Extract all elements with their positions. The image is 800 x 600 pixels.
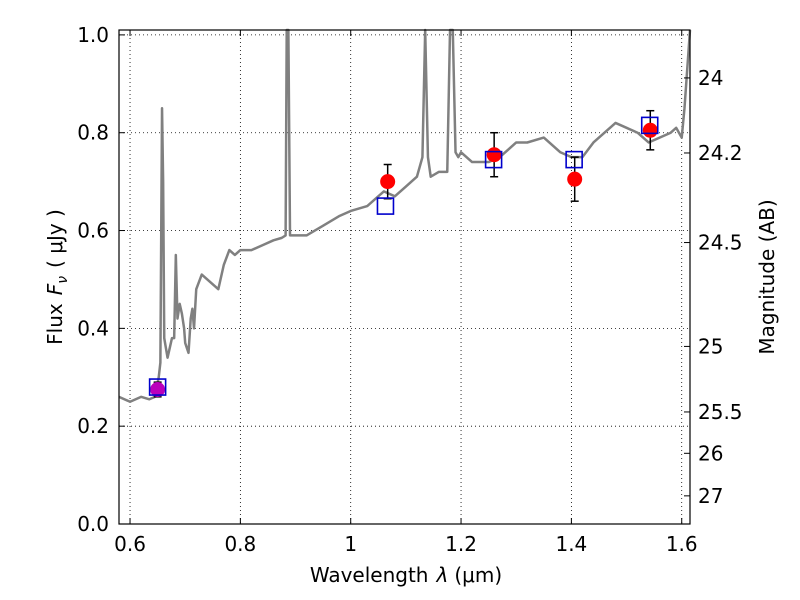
model-spectrum-line: [118, 28, 692, 403]
x-tick-label: 1.2: [445, 532, 477, 556]
x-axis-label: Wavelength λ (μm): [310, 563, 502, 587]
magnitude-tick-label: 25.5: [698, 400, 743, 424]
magnitude-axis-label: Magnitude (AB): [755, 199, 779, 354]
magnitude-tick-label: 25: [698, 334, 723, 358]
y-tick-label: 0.6: [77, 219, 109, 243]
magnitude-tick-label: 24.5: [698, 231, 743, 255]
y-tick-label: 0.4: [77, 316, 109, 340]
observed-flux-point: [567, 171, 583, 187]
y-axis-symbol: F: [43, 283, 67, 295]
observed-flux-point: [380, 174, 396, 190]
magnitude-tick-label: 27: [698, 484, 723, 508]
plot-frame: [118, 29, 691, 525]
data-points-layer: [148, 109, 659, 398]
y-axis-label-text: Flux: [43, 303, 67, 345]
model-flux-square: [484, 150, 503, 169]
y-tick-label: 1.0: [77, 23, 109, 47]
x-axis-symbol: λ: [436, 563, 449, 587]
x-tick-label: 1.4: [555, 532, 587, 556]
observed-flux-point: [642, 122, 658, 138]
model-flux-square: [640, 116, 659, 135]
magnitude-tick-label: 26: [698, 441, 723, 465]
y-tick-label: 0.2: [77, 414, 109, 438]
y-axis-label: Flux Fν ( μJy ): [43, 209, 71, 345]
magnitude-tick-label: 24.2: [698, 141, 743, 165]
x-axis-label-text: Wavelength: [310, 563, 429, 587]
observed-flux-point: [150, 381, 166, 397]
tick-layer: 0.6 0.8 1 1.2 1.4 1.6 0.0 0.2 0.4 0.6 0.8 1.0 24 24.2…: [77, 23, 742, 556]
model-flux-square: [565, 150, 583, 169]
model-spectrum-layer: [118, 28, 692, 403]
x-tick-label: 0.6: [114, 532, 146, 556]
y-tick-label: 0.0: [77, 512, 109, 536]
y-axis-subscript: ν: [55, 276, 71, 284]
observed-flux-point: [486, 147, 502, 163]
x-tick-label: 1.6: [666, 532, 698, 556]
model-flux-square: [376, 197, 395, 215]
y-tick-label: 0.8: [77, 121, 109, 145]
magnitude-tick-label: 24: [698, 66, 723, 90]
x-tick-label: 0.8: [224, 532, 256, 556]
x-axis-unit: (μm): [454, 563, 502, 587]
y-axis-unit: ( μJy ): [43, 209, 67, 268]
model-flux-square: [148, 378, 167, 396]
x-tick-label: 1: [344, 532, 357, 556]
